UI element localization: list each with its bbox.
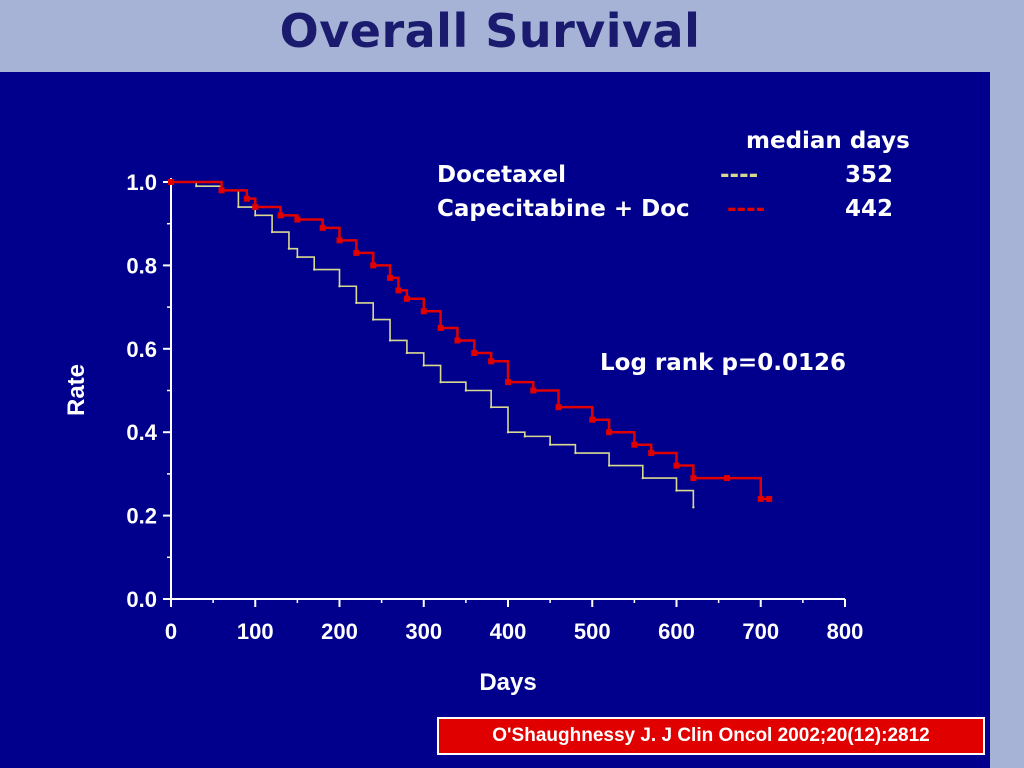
legend-row-capecitabine-median: 442 xyxy=(845,196,894,222)
citation-box: O'Shaughnessy J. J Clin Oncol 2002;20(12… xyxy=(437,717,985,755)
x-tick-label: 700 xyxy=(742,619,779,644)
legend-header: median days xyxy=(746,128,910,154)
series-docetaxel-line xyxy=(171,181,695,508)
series-capecitabine-doc-line xyxy=(171,180,770,501)
y-tick-label: 0.2 xyxy=(126,504,157,529)
series-capecitabine-doc-point xyxy=(606,429,613,436)
series-capecitabine-doc-point xyxy=(766,495,773,502)
log-rank-annotation: Log rank p=0.0126 xyxy=(600,350,846,376)
series-capecitabine-doc-point xyxy=(505,379,511,386)
series-docetaxel-point xyxy=(675,489,678,492)
series-capecitabine-doc-point xyxy=(437,324,444,331)
legend-row-capecitabine-name: Capecitabine + Doc xyxy=(437,196,690,222)
series-docetaxel-point xyxy=(464,389,468,392)
series-docetaxel-point xyxy=(355,301,358,305)
series-capecitabine-doc-point xyxy=(471,349,478,356)
series-capecitabine-doc-point xyxy=(420,308,427,315)
y-tick-label: 0.8 xyxy=(126,253,157,278)
series-capecitabine-doc-point xyxy=(403,295,410,302)
series-capecitabine-doc-point xyxy=(530,387,537,394)
series-capecitabine-doc-point xyxy=(454,337,461,344)
series-capecitabine-doc-point xyxy=(168,179,174,185)
series-capecitabine-doc-point xyxy=(218,187,225,194)
x-tick-label: 400 xyxy=(490,619,527,644)
chart-panel xyxy=(0,72,990,768)
series-docetaxel-point xyxy=(574,451,577,455)
series-capecitabine-doc-point xyxy=(387,274,394,281)
series-docetaxel-point xyxy=(607,464,611,467)
series-capecitabine-doc-point xyxy=(370,262,377,269)
series-docetaxel-point xyxy=(270,230,274,234)
x-tick-label: 300 xyxy=(405,619,442,644)
series-docetaxel-point xyxy=(237,205,240,209)
x-tick-label: 100 xyxy=(237,619,274,644)
series-capecitabine-doc-point xyxy=(336,237,343,244)
x-tick-label: 0 xyxy=(165,619,177,644)
series-capecitabine-doc-point xyxy=(488,358,495,365)
series-docetaxel-point xyxy=(338,285,341,288)
legend-row-docetaxel-dash: ---- xyxy=(720,162,759,188)
series-capecitabine-doc-point xyxy=(631,441,638,448)
series-capecitabine-doc-point xyxy=(252,204,259,211)
series-capecitabine-doc-point xyxy=(589,416,596,423)
series-docetaxel-point xyxy=(523,435,527,438)
series-docetaxel-point xyxy=(313,268,316,271)
legend-row-docetaxel-median: 352 xyxy=(845,162,894,188)
y-tick-label: 0.6 xyxy=(126,337,157,362)
series-capecitabine-doc-point xyxy=(648,450,655,457)
y-tick-label: 0.0 xyxy=(126,587,157,612)
x-tick-label: 800 xyxy=(827,619,864,644)
y-tick-label: 0.4 xyxy=(126,420,157,445)
series-capecitabine-doc-point xyxy=(319,224,326,231)
series-capecitabine-doc-point xyxy=(395,287,402,294)
series-docetaxel-point xyxy=(195,184,198,188)
series-docetaxel-point xyxy=(692,506,695,509)
series-capecitabine-doc-point xyxy=(243,195,250,202)
series-capecitabine-doc-point xyxy=(673,462,680,469)
series-docetaxel-point xyxy=(287,247,291,250)
series-docetaxel-point xyxy=(372,318,375,321)
legend-row-docetaxel-name: Docetaxel xyxy=(437,162,566,188)
series-docetaxel-point xyxy=(296,255,299,259)
series-capecitabine-doc-point xyxy=(353,249,360,256)
series-capecitabine-doc-point xyxy=(690,475,697,482)
x-tick-label: 500 xyxy=(574,619,611,644)
series-capecitabine-doc-point xyxy=(757,495,764,502)
series-capecitabine-doc-point xyxy=(555,404,562,411)
series-capecitabine-doc-point xyxy=(277,212,284,219)
x-axis-label: Days xyxy=(479,669,536,696)
series-docetaxel-point xyxy=(388,339,392,342)
series-capecitabine-doc-point xyxy=(724,475,731,482)
series-docetaxel-point xyxy=(506,431,510,434)
series-docetaxel-point xyxy=(641,476,644,480)
y-axis-label: Rate xyxy=(63,364,90,416)
slide-title: Overall Survival xyxy=(279,4,701,58)
series-docetaxel-point xyxy=(405,351,409,355)
series-docetaxel-point xyxy=(548,443,552,446)
series-capecitabine-doc-point xyxy=(294,216,301,223)
series-docetaxel-point xyxy=(254,214,257,217)
series-docetaxel-point xyxy=(439,380,442,384)
legend-row-capecitabine-dash: ---- xyxy=(727,196,766,222)
series-docetaxel-point xyxy=(422,364,425,367)
x-tick-label: 200 xyxy=(321,619,358,644)
y-tick-label: 1.0 xyxy=(126,170,157,195)
series-docetaxel-point xyxy=(489,405,493,409)
x-tick-label: 600 xyxy=(658,619,695,644)
